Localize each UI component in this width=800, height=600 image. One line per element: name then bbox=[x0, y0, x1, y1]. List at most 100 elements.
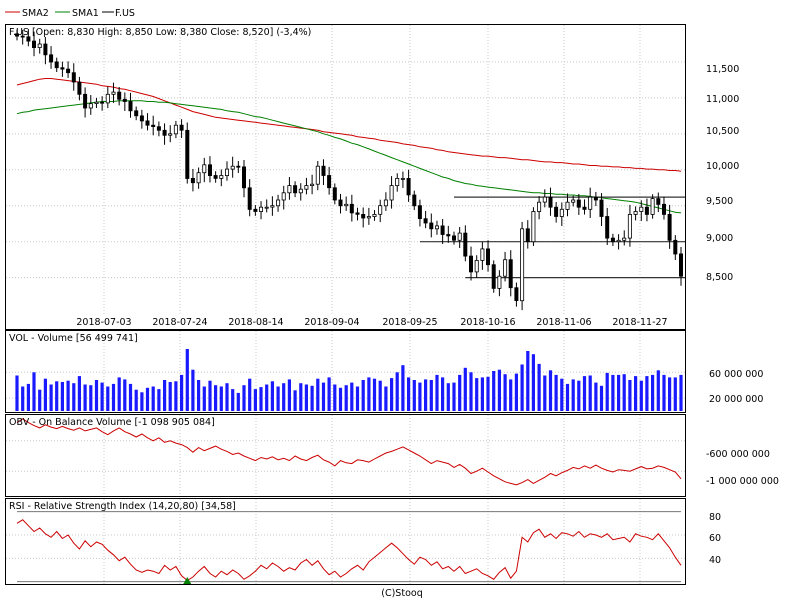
volume-bar bbox=[89, 385, 93, 411]
price-candle bbox=[457, 232, 462, 241]
price-candle bbox=[559, 208, 564, 217]
price-candle bbox=[627, 213, 632, 239]
volume-y-tick-label: 60 000 000 bbox=[709, 369, 763, 380]
price-candle bbox=[276, 199, 281, 207]
legend-sma1-label: SMA1 bbox=[72, 8, 99, 19]
price-candle bbox=[582, 206, 587, 210]
price-y-tick-label: 9,000 bbox=[706, 233, 733, 244]
price-candle bbox=[111, 91, 116, 95]
price-candle bbox=[298, 188, 303, 194]
price-candle bbox=[156, 126, 161, 131]
volume-bar bbox=[582, 376, 587, 411]
volume-bar bbox=[163, 380, 167, 411]
volume-bar bbox=[236, 392, 240, 411]
price-candle bbox=[400, 177, 405, 180]
volume-bar bbox=[333, 384, 337, 411]
price-candle bbox=[366, 216, 371, 219]
x-tick-label: 2018-08-14 bbox=[228, 317, 283, 328]
price-candle bbox=[508, 259, 513, 289]
price-candle bbox=[185, 129, 190, 179]
price-candle bbox=[446, 234, 451, 237]
volume-bar bbox=[486, 376, 490, 411]
price-candle bbox=[395, 177, 400, 186]
price-candle bbox=[151, 124, 156, 127]
volume-bar bbox=[157, 389, 161, 411]
volume-bar bbox=[594, 382, 598, 411]
volume-bar bbox=[151, 386, 155, 411]
price-candle bbox=[304, 185, 309, 190]
price-candle bbox=[230, 165, 235, 170]
price-y-tick-label: 9,500 bbox=[706, 196, 733, 207]
obv-line bbox=[16, 418, 682, 486]
price-candle bbox=[463, 232, 468, 257]
price-candle bbox=[54, 61, 59, 69]
rsi-y-tick-label: 40 bbox=[709, 555, 721, 566]
price-candle bbox=[258, 206, 263, 212]
price-candle bbox=[650, 198, 655, 215]
price-candle bbox=[60, 67, 65, 70]
volume-bar bbox=[259, 387, 263, 411]
price-candle bbox=[321, 165, 326, 176]
volume-bar bbox=[231, 389, 235, 411]
price-candle bbox=[145, 120, 150, 126]
volume-bar bbox=[225, 383, 229, 411]
volume-bar bbox=[128, 383, 133, 411]
price-candle bbox=[173, 124, 178, 135]
volume-bar bbox=[321, 382, 326, 411]
volume-bar bbox=[509, 379, 513, 411]
obv-y-tick-label: -1 000 000 000 bbox=[706, 476, 779, 487]
price-candle bbox=[468, 255, 473, 273]
price-candle bbox=[128, 101, 133, 112]
rsi-panel-frame bbox=[5, 498, 686, 585]
volume-bar bbox=[679, 374, 683, 411]
price-candle bbox=[440, 225, 445, 235]
price-candle bbox=[639, 206, 644, 212]
volume-bar bbox=[628, 380, 632, 411]
volume-bar bbox=[214, 385, 218, 411]
volume-bar bbox=[287, 379, 291, 411]
volume-bar bbox=[55, 381, 59, 411]
volume-y-tick-label: 20 000 000 bbox=[709, 394, 763, 405]
price-candle bbox=[548, 196, 553, 208]
obv-panel-frame bbox=[5, 414, 686, 497]
price-candle bbox=[429, 222, 434, 230]
volume-bar bbox=[605, 372, 609, 411]
volume-bar bbox=[634, 376, 638, 411]
volume-bar bbox=[253, 389, 257, 411]
price-candle bbox=[332, 187, 337, 201]
volume-bar bbox=[270, 381, 274, 411]
price-y-tick-label: 11,000 bbox=[706, 94, 739, 105]
volume-bar bbox=[83, 384, 87, 411]
price-candle bbox=[383, 199, 388, 207]
price-candle bbox=[49, 54, 54, 63]
volume-bar bbox=[111, 383, 116, 411]
sma2-line bbox=[16, 78, 682, 172]
price-candle bbox=[599, 199, 604, 217]
volume-bar bbox=[180, 374, 184, 411]
price-candle bbox=[588, 196, 593, 210]
price-candle bbox=[656, 198, 661, 205]
volume-bar bbox=[611, 374, 615, 411]
rsi-plot bbox=[6, 499, 685, 584]
price-candle bbox=[525, 228, 530, 243]
volume-bar bbox=[191, 369, 195, 411]
volume-bar bbox=[435, 374, 439, 411]
volume-bar bbox=[617, 374, 621, 411]
volume-bar bbox=[520, 364, 524, 411]
price-candle bbox=[37, 43, 42, 48]
volume-bar bbox=[378, 380, 382, 411]
price-candle bbox=[554, 206, 559, 217]
price-candle bbox=[43, 43, 48, 56]
price-candle bbox=[361, 213, 366, 219]
volume-bar bbox=[651, 374, 655, 411]
price-candle bbox=[32, 40, 37, 48]
price-candle bbox=[100, 101, 105, 104]
volume-bar bbox=[293, 390, 297, 411]
volume-bar bbox=[429, 380, 433, 411]
volume-bar bbox=[537, 363, 541, 411]
volume-plot bbox=[6, 331, 685, 412]
volume-bar bbox=[548, 370, 553, 411]
volume-bar bbox=[43, 378, 47, 411]
price-candle bbox=[264, 206, 269, 209]
volume-bar bbox=[577, 380, 581, 411]
